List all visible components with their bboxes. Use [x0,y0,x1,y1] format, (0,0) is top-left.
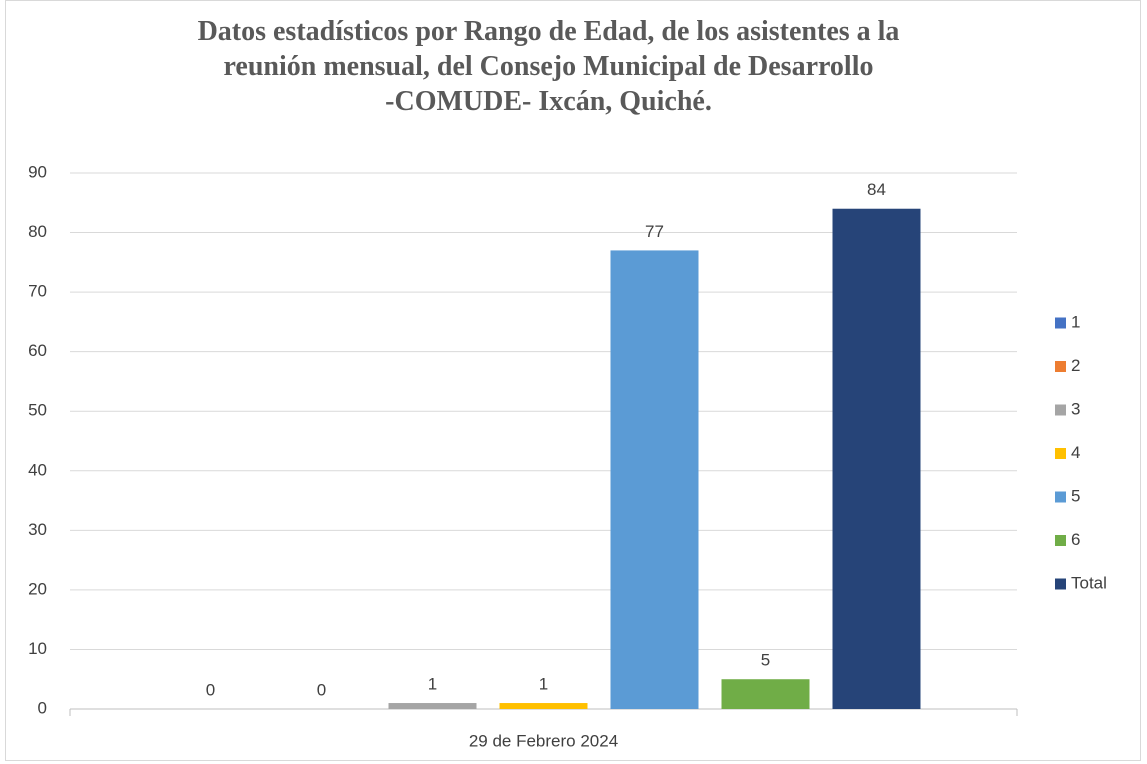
y-tick-label: 90 [28,162,47,181]
y-tick-label: 70 [28,282,47,301]
data-label: 5 [761,651,770,670]
legend-swatch [1055,317,1066,329]
data-label: 0 [206,680,215,699]
legend-swatch [1055,491,1066,503]
legend-label: 2 [1071,356,1080,375]
legend-label: 3 [1071,399,1080,418]
bar [832,208,921,709]
y-tick-label: 60 [28,341,47,360]
legend-label: Total [1071,573,1107,592]
legend-swatch [1055,448,1066,459]
legend-label: 5 [1071,486,1080,505]
legend-label: 4 [1071,443,1080,462]
legend-swatch [1055,361,1066,372]
y-tick-label: 40 [28,460,47,479]
y-tick-label: 10 [28,639,47,658]
data-label: 77 [645,222,664,241]
y-tick-label: 0 [38,698,47,717]
chart-border [5,0,1141,761]
data-label: 1 [428,675,437,694]
chart-title: Datos estadísticos por Rango de Edad, de… [197,16,900,117]
bar [388,703,477,709]
y-tick-label: 30 [28,520,47,539]
bar [610,250,699,709]
legend-swatch [1055,535,1066,546]
bar [721,679,810,709]
data-label: 0 [317,680,326,699]
legend-swatch [1055,578,1066,590]
data-label: 1 [539,675,548,694]
legend-swatch [1055,404,1066,416]
y-tick-label: 20 [28,579,47,598]
y-tick-label: 80 [28,222,47,241]
bar [499,703,588,709]
x-tick-label: 29 de Febrero 2024 [469,731,618,750]
legend-label: 6 [1071,530,1080,549]
legend-label: 1 [1071,312,1080,331]
y-tick-label: 50 [28,401,47,420]
data-label: 84 [867,180,886,199]
